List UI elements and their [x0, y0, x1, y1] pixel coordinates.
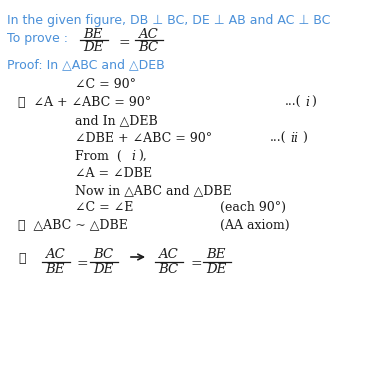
Text: ∴: ∴ — [18, 252, 26, 265]
Text: ...(: ...( — [285, 96, 301, 109]
Text: BC: BC — [158, 263, 178, 276]
Text: Now in △ABC and △DBE: Now in △ABC and △DBE — [75, 184, 232, 197]
Text: DE: DE — [93, 263, 113, 276]
Text: =: = — [190, 257, 201, 271]
Text: AC: AC — [138, 28, 158, 41]
Text: BE: BE — [45, 263, 64, 276]
Text: ): ) — [311, 96, 316, 109]
Text: ∠DBE + ∠ABC = 90°: ∠DBE + ∠ABC = 90° — [75, 132, 212, 145]
Text: (each 90°): (each 90°) — [220, 201, 286, 214]
Text: ): ) — [302, 132, 307, 145]
Text: i: i — [131, 150, 135, 163]
Text: ...(: ...( — [270, 132, 287, 145]
Text: i: i — [305, 96, 309, 109]
Text: ∴  ∠A + ∠ABC = 90°: ∴ ∠A + ∠ABC = 90° — [18, 96, 151, 109]
Text: ∠A = ∠DBE: ∠A = ∠DBE — [75, 167, 152, 180]
Text: and In △DEB: and In △DEB — [75, 114, 158, 127]
Text: Proof: In △ABC and △DEB: Proof: In △ABC and △DEB — [7, 58, 165, 71]
Text: From  (: From ( — [75, 150, 122, 163]
Text: DE: DE — [83, 41, 103, 54]
Text: =: = — [118, 36, 130, 50]
Text: =: = — [77, 257, 89, 271]
Text: ∴  △ABC ~ △DBE: ∴ △ABC ~ △DBE — [18, 219, 128, 232]
Text: BE: BE — [83, 28, 102, 41]
Text: DE: DE — [206, 263, 226, 276]
Text: ii: ii — [290, 132, 298, 145]
Text: BE: BE — [206, 248, 225, 261]
Text: BC: BC — [93, 248, 113, 261]
Text: ∠C = ∠E: ∠C = ∠E — [75, 201, 133, 214]
Text: To prove :: To prove : — [7, 32, 68, 45]
Text: In the given figure, DB ⊥ BC, DE ⊥ AB and AC ⊥ BC: In the given figure, DB ⊥ BC, DE ⊥ AB an… — [7, 14, 330, 27]
Text: AC: AC — [45, 248, 65, 261]
Text: ∠C = 90°: ∠C = 90° — [75, 78, 136, 91]
Text: ),: ), — [138, 150, 147, 163]
Text: BC: BC — [138, 41, 158, 54]
Text: AC: AC — [158, 248, 178, 261]
Text: (AA axiom): (AA axiom) — [220, 219, 289, 232]
